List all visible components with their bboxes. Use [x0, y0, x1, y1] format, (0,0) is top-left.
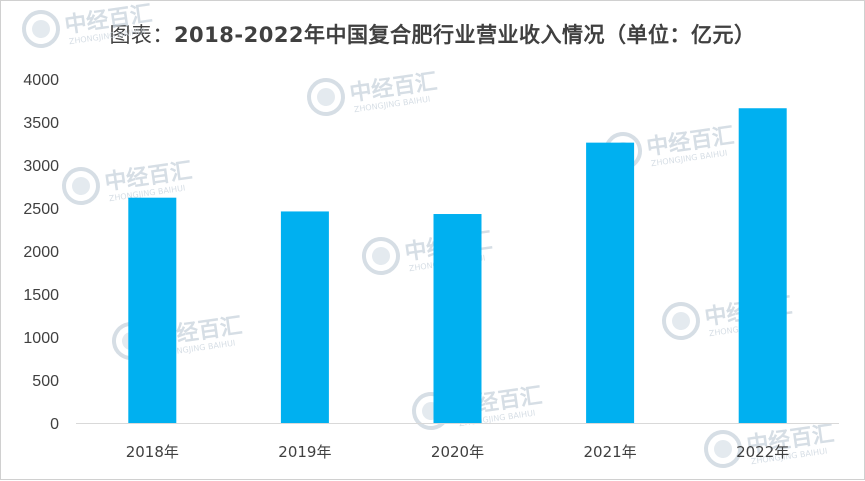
title-prefix: 图表：	[109, 23, 174, 47]
y-tick-label: 4000	[23, 72, 59, 89]
x-tick-label: 2021年	[584, 443, 637, 461]
zj-logo-icon-inner	[372, 247, 390, 265]
zj-logo-icon	[22, 10, 60, 48]
x-tick-label: 2020年	[431, 443, 484, 461]
zj-logo-icon	[704, 430, 742, 468]
zj-logo-icon-inner	[72, 177, 90, 195]
zj-logo-icon	[307, 78, 345, 116]
x-tick-label: 2019年	[278, 443, 331, 461]
bar-2018年	[128, 197, 177, 423]
x-tick-label: 2018年	[126, 443, 179, 461]
title-main: 2018-2022年中国复合肥行业营业收入情况（单位：亿元）	[173, 23, 756, 47]
y-tick-label: 500	[32, 373, 59, 390]
y-tick-label: 2000	[23, 244, 59, 261]
bar-2022年	[738, 108, 787, 424]
zj-logo-icon-inner	[714, 440, 732, 458]
zj-logo-icon	[662, 302, 700, 340]
chart-title: 图表：2018-2022年中国复合肥行业营业收入情况（单位：亿元）	[1, 19, 864, 49]
zj-logo-icon-inner	[317, 88, 335, 106]
y-tick-label: 2500	[23, 201, 59, 218]
y-axis: 0 500 1000 1500 2000 2500 3000 3500 4000	[23, 72, 59, 433]
x-tick-label: 2022年	[736, 443, 789, 461]
bar-2019年	[280, 211, 329, 423]
bar-2020年	[433, 214, 482, 423]
zj-logo-icon	[62, 167, 100, 205]
bar-2021年	[586, 142, 635, 423]
bars	[128, 108, 787, 424]
y-tick-label: 3500	[23, 115, 59, 132]
x-axis-labels: 2018年 2019年 2020年 2021年 2022年	[126, 443, 790, 461]
y-tick-label: 1000	[23, 330, 59, 347]
zj-logo-icon-inner	[32, 20, 50, 38]
y-tick-label: 3000	[23, 158, 59, 175]
zj-logo-icon	[362, 237, 400, 275]
zj-logo-icon-inner	[672, 312, 690, 330]
y-tick-label: 0	[50, 416, 59, 433]
y-tick-label: 1500	[23, 287, 59, 304]
